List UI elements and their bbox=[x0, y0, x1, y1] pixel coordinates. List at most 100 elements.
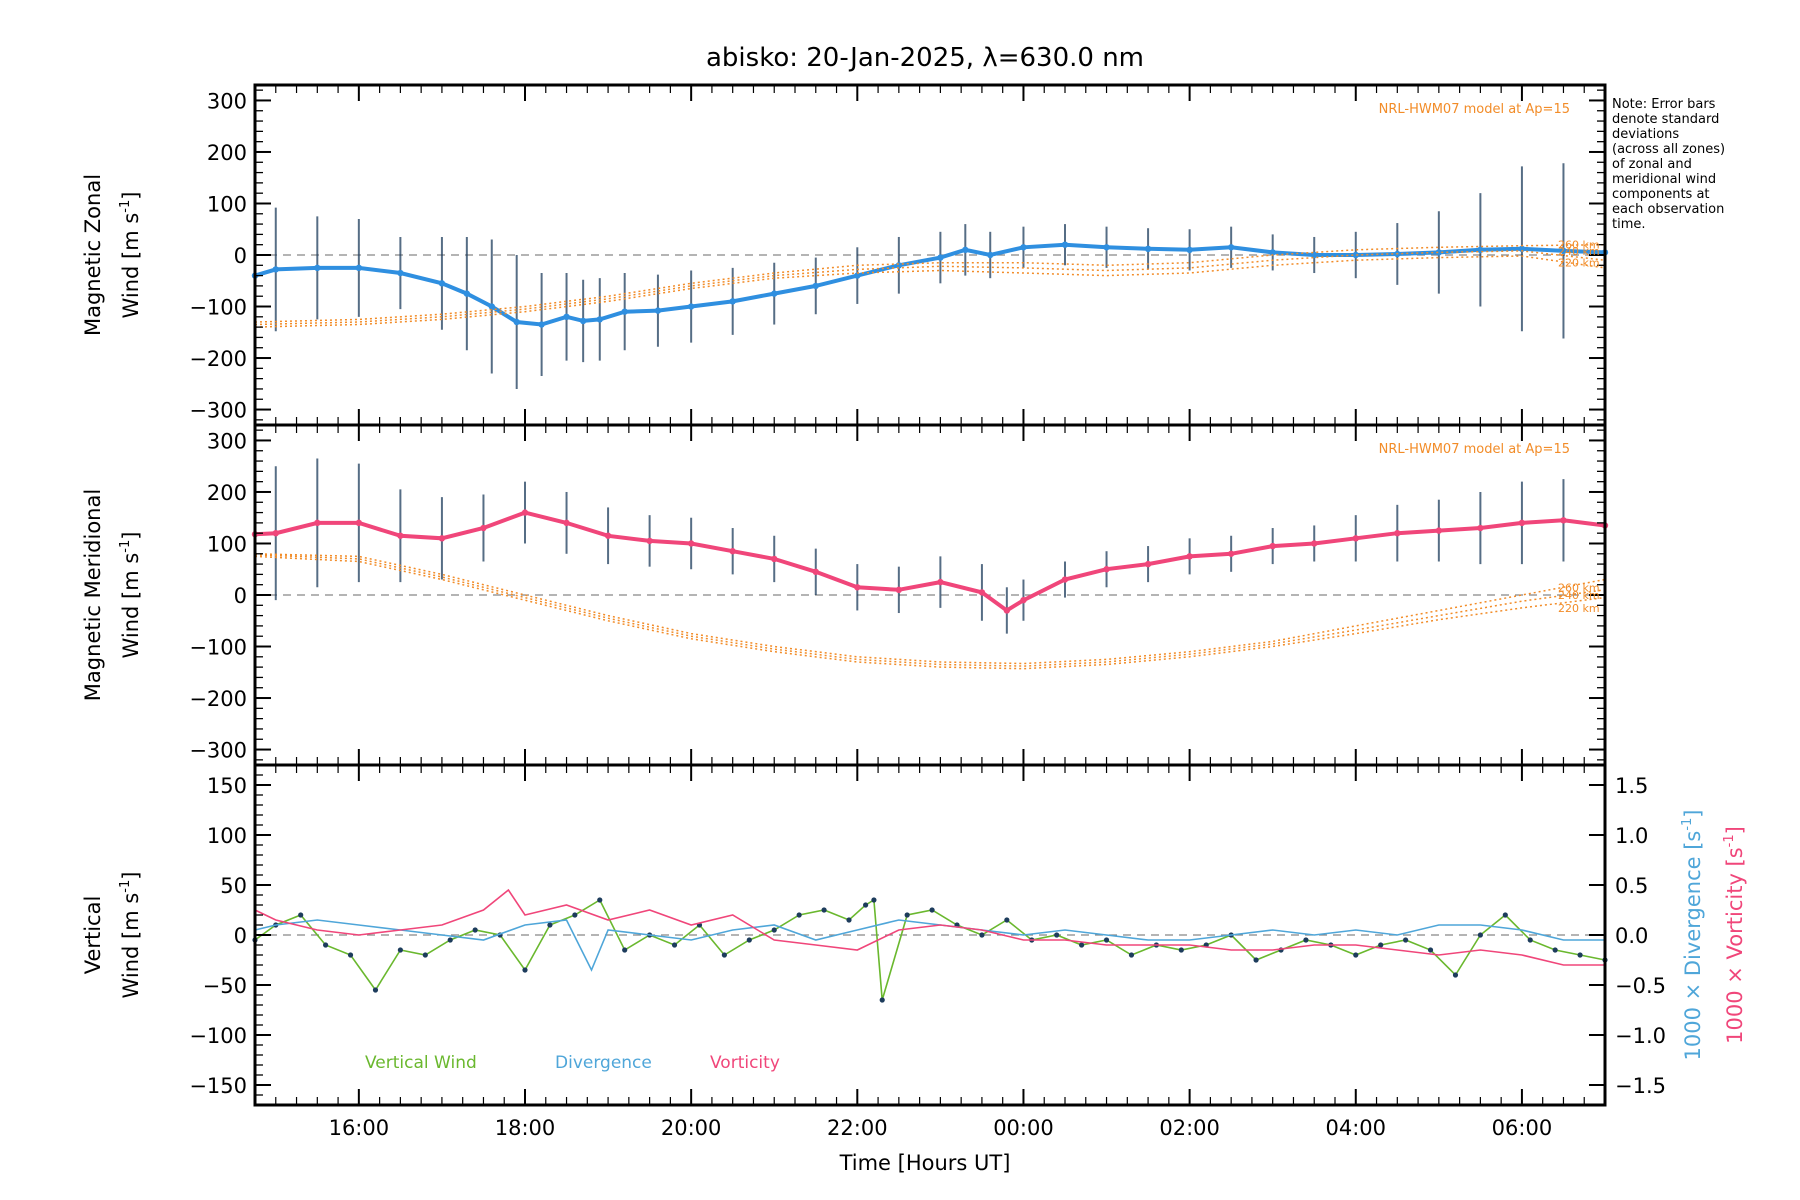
data-point bbox=[1144, 245, 1152, 253]
data-point bbox=[1427, 947, 1434, 953]
y-tick-label: −200 bbox=[189, 347, 247, 371]
data-point bbox=[987, 251, 994, 259]
data-point bbox=[1518, 519, 1526, 527]
y-tick-label: −100 bbox=[189, 296, 247, 320]
data-point bbox=[1004, 917, 1010, 923]
data-point bbox=[1502, 912, 1508, 918]
data-point bbox=[480, 524, 487, 532]
data-point bbox=[463, 290, 471, 297]
right-y-tick-label: −0.5 bbox=[1615, 974, 1666, 998]
data-point bbox=[978, 589, 986, 596]
y-axis-label-sup: -1 bbox=[118, 200, 133, 213]
right-y-tick-label: −1.0 bbox=[1615, 1024, 1666, 1048]
y-axis-label-sup: -1 bbox=[118, 880, 133, 893]
data-point bbox=[1079, 942, 1085, 948]
data-point bbox=[1103, 244, 1110, 251]
note-line: components at bbox=[1612, 187, 1710, 202]
vorticity-axis-text: 1000 × Vorticity [s bbox=[1723, 847, 1747, 1044]
chart-title: abisko: 20-Jan-2025, λ=630.0 nm bbox=[706, 43, 1144, 73]
data-point bbox=[355, 519, 363, 527]
data-point bbox=[579, 317, 587, 325]
y-tick-label: 100 bbox=[207, 192, 247, 216]
data-point bbox=[863, 902, 869, 908]
series-line bbox=[254, 919, 1605, 972]
x-tick-label: 00:00 bbox=[993, 1116, 1054, 1140]
data-point bbox=[621, 308, 628, 315]
data-point bbox=[937, 254, 944, 261]
data-point bbox=[272, 266, 279, 273]
data-point bbox=[1269, 249, 1276, 256]
y-axis-label-sup: -1 bbox=[118, 540, 133, 553]
data-point bbox=[1303, 937, 1309, 943]
series-line bbox=[254, 242, 1606, 327]
data-point bbox=[596, 316, 603, 323]
data-point bbox=[646, 537, 653, 545]
data-point bbox=[1577, 952, 1583, 958]
model-label: NRL-HWM07 model at Ap=15 bbox=[1379, 442, 1570, 457]
data-point bbox=[812, 568, 819, 576]
y-axis-label-line1: Vertical bbox=[81, 896, 105, 975]
data-point bbox=[1352, 535, 1359, 542]
data-point bbox=[1269, 542, 1276, 550]
series-zonal-1 bbox=[254, 243, 1606, 323]
data-point bbox=[937, 578, 944, 586]
y-axis-label-line2: Wind [m s-1] bbox=[118, 872, 143, 999]
data-point bbox=[1560, 517, 1567, 524]
note-line: of zonal and bbox=[1612, 157, 1692, 172]
x-tick-label: 06:00 bbox=[1492, 1116, 1553, 1140]
altitude-label: 240 km bbox=[1558, 245, 1600, 258]
data-point bbox=[904, 912, 910, 918]
y-axis-label-close: ] bbox=[119, 872, 143, 880]
data-point bbox=[721, 952, 727, 958]
data-point bbox=[796, 912, 802, 918]
data-point bbox=[1103, 566, 1110, 573]
x-tick-label: 22:00 bbox=[827, 1116, 888, 1140]
y-axis-label-line1: Magnetic Zonal bbox=[81, 174, 105, 336]
data-point bbox=[314, 519, 321, 527]
altitude-label: 260 km bbox=[1558, 239, 1600, 252]
data-point bbox=[563, 519, 570, 527]
divergence-axis-text: 1000 × Divergence [s bbox=[1681, 831, 1705, 1061]
legend: Vertical Wind Divergence Vorticity bbox=[365, 1053, 780, 1073]
note-line: deviations bbox=[1612, 127, 1679, 142]
divergence-axis-sup: -1 bbox=[1680, 818, 1695, 831]
data-point bbox=[729, 298, 736, 305]
series-zonal-0 bbox=[251, 163, 1609, 389]
y-tick-label: 0 bbox=[234, 584, 247, 608]
altitude-label: 240 km bbox=[1558, 589, 1600, 602]
data-point bbox=[1227, 550, 1235, 557]
y-tick-label: 0 bbox=[234, 924, 247, 948]
series-meridional-3 bbox=[254, 555, 1606, 670]
data-point bbox=[929, 907, 935, 913]
data-point bbox=[563, 313, 570, 321]
data-point bbox=[1128, 952, 1135, 958]
y-tick-label: 300 bbox=[207, 89, 247, 113]
series-line bbox=[254, 510, 1606, 613]
data-point bbox=[821, 907, 827, 913]
data-point bbox=[397, 532, 404, 539]
data-point bbox=[846, 917, 852, 923]
series-line bbox=[254, 888, 1605, 966]
y-tick-label: 200 bbox=[207, 141, 247, 165]
data-point bbox=[1311, 540, 1318, 547]
data-point bbox=[1552, 947, 1558, 953]
note-line: time. bbox=[1612, 217, 1646, 232]
series-meridional-2 bbox=[254, 554, 1606, 667]
data-point bbox=[1054, 932, 1060, 938]
series-meridional-1 bbox=[254, 553, 1606, 665]
data-point bbox=[538, 321, 545, 328]
data-point bbox=[671, 942, 678, 948]
vorticity-axis-close: ] bbox=[1723, 826, 1747, 834]
data-point bbox=[962, 246, 969, 254]
x-tick-label: 04:00 bbox=[1326, 1116, 1387, 1140]
y-tick-label: −100 bbox=[189, 1024, 247, 1048]
y-tick-label: 0 bbox=[234, 244, 247, 268]
data-point bbox=[438, 535, 446, 542]
model-label: NRL-HWM07 model at Ap=15 bbox=[1379, 102, 1570, 117]
altitude-label: 260 km bbox=[1558, 581, 1600, 594]
data-point bbox=[879, 997, 885, 1003]
data-point bbox=[1311, 251, 1318, 259]
data-point bbox=[1003, 607, 1011, 614]
y-axis-label-line1: Magnetic Meridional bbox=[81, 489, 105, 701]
y-tick-label: −300 bbox=[189, 739, 247, 763]
